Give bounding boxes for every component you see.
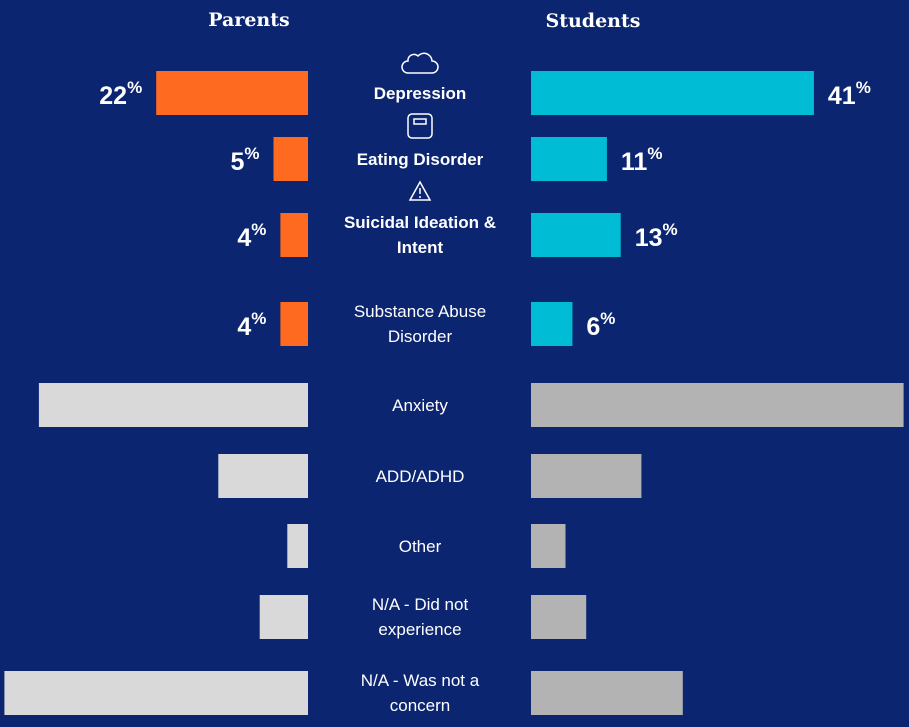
value-label: 4% [237,220,266,251]
bar [259,595,308,639]
category-label: Suicidal Ideation & Intent [343,213,497,257]
value-label: 22% [99,78,142,109]
category-label: Depression [373,83,467,103]
category-label: Anxiety [392,395,448,415]
bar [38,383,309,427]
category-label: Substance Abuse Disorder [353,302,487,346]
bar [531,71,814,115]
category-label: ADD/ADHD [375,466,465,486]
category-label: Other [398,536,442,556]
scale-icon [407,113,433,139]
value-label: 41% [828,78,871,109]
value-label: 5% [230,144,259,175]
icons [401,52,439,201]
bar [156,71,308,115]
bar [280,213,308,257]
bar [531,454,642,498]
cloud-icon [401,52,439,74]
category-label: N/A - Was not a concern [360,671,480,715]
value-label: 11% [621,144,663,175]
series-header: Parents [208,9,289,31]
series-header: Students [546,10,641,32]
bar [273,137,308,181]
bar [531,383,904,427]
category-label: Eating Disorder [356,149,484,169]
bar [280,302,308,346]
bar [531,595,587,639]
bar [531,302,573,346]
value-label: 4% [237,309,266,340]
scale-icon-dial [413,118,427,125]
category-label: N/A - Did not experience [371,595,469,639]
bar [287,524,308,568]
value-label: 6% [586,309,615,340]
bar [531,213,621,257]
bar [531,524,566,568]
bar [218,454,308,498]
value-label: 13% [635,220,678,251]
bar [531,137,607,181]
warning-icon [408,180,432,201]
bar [4,671,309,715]
bar [531,671,683,715]
